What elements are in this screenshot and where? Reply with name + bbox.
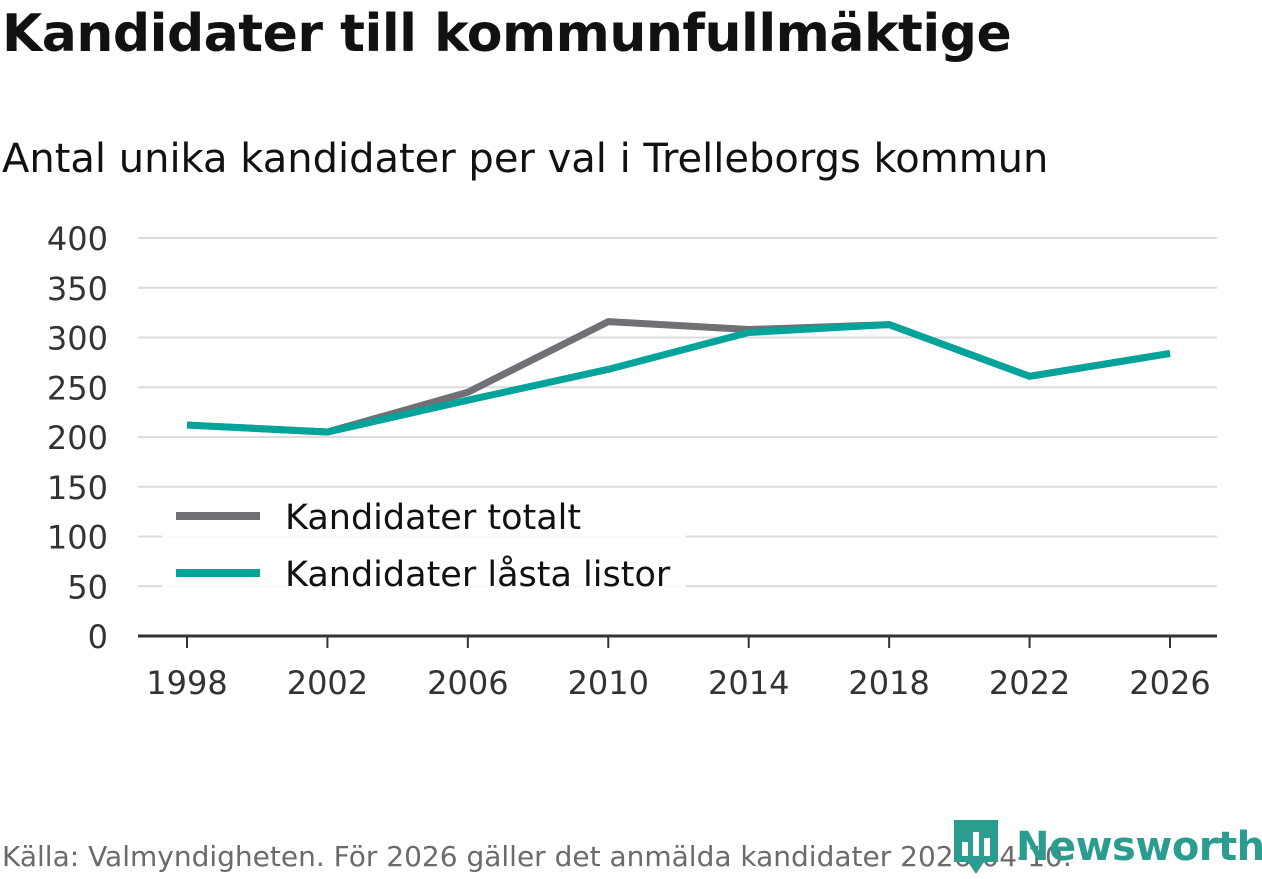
x-tick-label: 2010: [568, 664, 649, 702]
x-tick-label: 2002: [287, 664, 368, 702]
y-tick-label: 100: [47, 519, 108, 557]
y-tick-label: 250: [47, 369, 108, 407]
legend: Kandidater totalt Kandidater låsta listor: [162, 488, 686, 606]
x-tick-label: 2006: [427, 664, 508, 702]
y-tick-label: 0: [88, 618, 108, 656]
y-tick-label: 200: [47, 419, 108, 457]
legend-background: [162, 488, 686, 606]
y-tick-label: 400: [47, 220, 108, 258]
legend-item-locked: Kandidater låsta listor: [176, 554, 671, 595]
series-lines: [186, 318, 1171, 436]
y-axis-ticks: 0 50 100 150 200 250 300 350 400: [47, 220, 108, 656]
y-tick-label: 150: [47, 469, 108, 507]
x-axis: 1998 2002 2006 2010 2014 2018 2022 2026: [138, 634, 1217, 702]
y-tick-label: 350: [47, 270, 108, 308]
x-tick-label: 2014: [708, 664, 789, 702]
x-tick-label: 2026: [1129, 664, 1210, 702]
grid-lines: [138, 237, 1217, 588]
x-tick-label: 1998: [146, 664, 227, 702]
legend-label: Kandidater låsta listor: [285, 554, 671, 595]
x-tick-label: 2018: [848, 664, 929, 702]
legend-item-total: Kandidater totalt: [176, 498, 581, 538]
bar-chart-icon: [954, 820, 998, 874]
chart-title: Kandidater till kommunfullmäktige: [2, 4, 1012, 64]
series-line-locked: [186, 321, 1171, 436]
newsworthy-logo: Newsworthy: [950, 818, 1262, 876]
source-note: Källa: Valmyndigheten. För 2026 gäller d…: [2, 840, 1072, 873]
brand-name: Newsworthy: [1016, 824, 1262, 870]
y-tick-label: 50: [67, 568, 108, 606]
x-tick-label: 2022: [989, 664, 1070, 702]
y-tick-label: 300: [47, 320, 108, 358]
chart-subtitle: Antal unika kandidater per val i Trelleb…: [2, 136, 1049, 182]
legend-label: Kandidater totalt: [285, 498, 581, 538]
